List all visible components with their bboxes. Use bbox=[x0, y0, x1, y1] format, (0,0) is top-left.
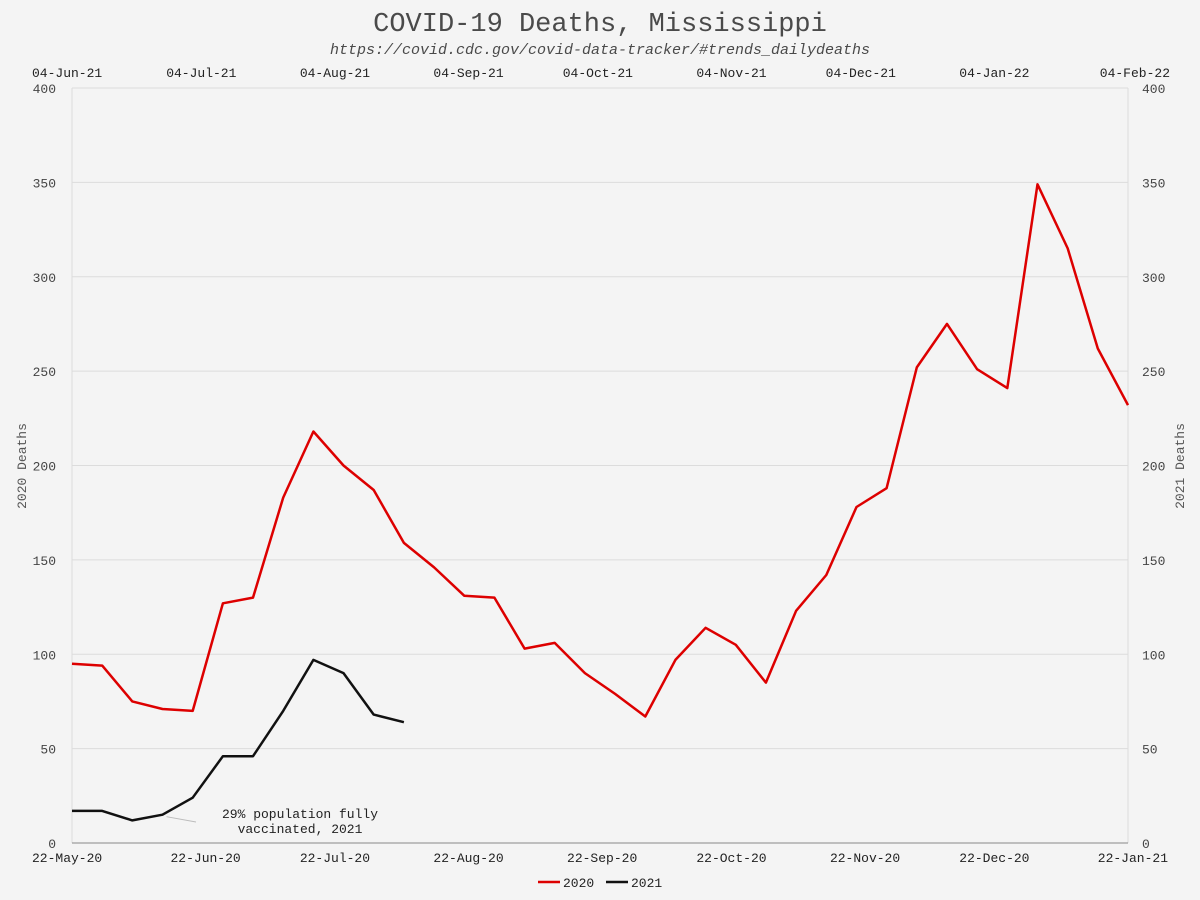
y-tick-left-label: 250 bbox=[33, 365, 56, 380]
x-tick-top-label: 04-Feb-22 bbox=[1100, 66, 1170, 81]
series-line-2020 bbox=[71, 183, 1130, 718]
y-axis-right: 0 50 100 150 200 250 300 350 400 bbox=[1142, 82, 1165, 852]
y-tick-right-label: 400 bbox=[1142, 82, 1165, 97]
legend-label-2021: 2021 bbox=[631, 876, 662, 891]
y-tick-right-label: 200 bbox=[1142, 460, 1165, 475]
x-tick-top-label: 04-Sep-21 bbox=[433, 66, 503, 81]
x-tick-top-label: 04-Aug-21 bbox=[300, 66, 370, 81]
x-tick-bottom-label: 22-Dec-20 bbox=[959, 851, 1029, 866]
y-tick-left-label: 200 bbox=[33, 460, 56, 475]
y-tick-right-label: 100 bbox=[1142, 648, 1165, 663]
y-tick-right-label: 0 bbox=[1142, 837, 1150, 852]
annotation-line-2: vaccinated, 2021 bbox=[238, 822, 363, 837]
x-tick-top-label: 04-Jun-21 bbox=[32, 66, 102, 81]
legend-label-2020: 2020 bbox=[563, 876, 594, 891]
x-tick-top-label: 04-Dec-21 bbox=[826, 66, 896, 81]
y-tick-right-label: 250 bbox=[1142, 365, 1165, 380]
annotation-leader bbox=[166, 816, 197, 823]
annotation-line-1: 29% population fully bbox=[222, 807, 378, 822]
x-axis-top-ticks: 04-Jun-21 04-Jul-21 04-Aug-21 04-Sep-21 04-O… bbox=[32, 66, 1170, 81]
x-tick-bottom-label: 22-Sep-20 bbox=[567, 851, 637, 866]
legend: 2020 2021 bbox=[538, 876, 662, 891]
series-lines bbox=[71, 183, 1130, 822]
y-tick-left-label: 100 bbox=[33, 648, 56, 663]
x-tick-bottom-label: 22-Nov-20 bbox=[830, 851, 900, 866]
y-tick-left-label: 0 bbox=[48, 837, 56, 852]
x-tick-top-label: 04-Oct-21 bbox=[563, 66, 633, 81]
gridlines bbox=[71, 87, 1129, 843]
chart-subtitle: https://covid.cdc.gov/covid-data-tracker… bbox=[330, 42, 870, 59]
x-tick-top-label: 04-Jul-21 bbox=[166, 66, 236, 81]
y-tick-right-label: 350 bbox=[1142, 176, 1165, 191]
y-axis-left: 0 50 100 150 200 250 300 350 400 bbox=[33, 82, 56, 852]
y-tick-left-label: 50 bbox=[40, 743, 56, 758]
series-line-2021 bbox=[72, 658, 405, 822]
y-tick-left-label: 400 bbox=[33, 82, 56, 97]
y-axis-right-label: 2021 Deaths bbox=[1173, 423, 1188, 509]
y-tick-right-label: 300 bbox=[1142, 271, 1165, 286]
x-tick-bottom-label: 22-Jan-21 bbox=[1098, 851, 1168, 866]
y-tick-left-label: 150 bbox=[33, 554, 56, 569]
x-tick-bottom-label: 22-May-20 bbox=[32, 851, 102, 866]
y-axis-left-label: 2020 Deaths bbox=[15, 423, 30, 509]
y-tick-right-label: 50 bbox=[1142, 743, 1158, 758]
x-tick-top-label: 04-Nov-21 bbox=[696, 66, 766, 81]
y-tick-right-label: 150 bbox=[1142, 554, 1165, 569]
vaccination-annotation: 29% population fully vaccinated, 2021 bbox=[166, 807, 378, 837]
x-axis-bottom-ticks: 22-May-20 22-Jun-20 22-Jul-20 22-Aug-20 22-S… bbox=[32, 851, 1168, 866]
x-tick-bottom-label: 22-Jun-20 bbox=[171, 851, 241, 866]
x-tick-top-label: 04-Jan-22 bbox=[959, 66, 1029, 81]
x-tick-bottom-label: 22-Oct-20 bbox=[696, 851, 766, 866]
x-tick-bottom-label: 22-Jul-20 bbox=[300, 851, 370, 866]
x-tick-bottom-label: 22-Aug-20 bbox=[433, 851, 503, 866]
y-tick-left-label: 350 bbox=[33, 176, 56, 191]
y-tick-left-label: 300 bbox=[33, 271, 56, 286]
chart-title: COVID-19 Deaths, Mississippi bbox=[373, 10, 827, 40]
